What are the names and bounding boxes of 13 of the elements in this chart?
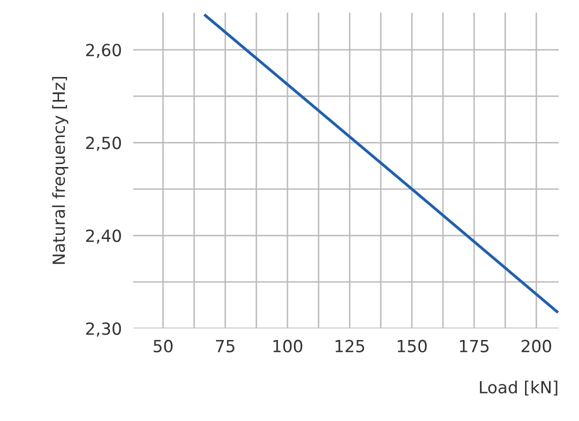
x-tick-label: 50 bbox=[154, 340, 173, 352]
x-axis-title: Load [kN] bbox=[480, 380, 558, 396]
y-tick-label: 2,50 bbox=[86, 136, 121, 151]
y-axis-title: Natural frequency [Hz] bbox=[52, 76, 68, 264]
x-tick-label: 175 bbox=[460, 340, 489, 352]
y-tick-label: 2,60 bbox=[86, 44, 121, 58]
x-tick-label: 100 bbox=[273, 340, 302, 352]
x-tick-label: 150 bbox=[398, 340, 427, 352]
x-tick-label: 125 bbox=[336, 340, 364, 352]
y-tick-label: 2,40 bbox=[86, 229, 121, 244]
x-tick-label: 75 bbox=[216, 340, 234, 352]
x-tick-label: 200 bbox=[522, 340, 552, 352]
y-tick-label: 2,30 bbox=[86, 322, 121, 337]
